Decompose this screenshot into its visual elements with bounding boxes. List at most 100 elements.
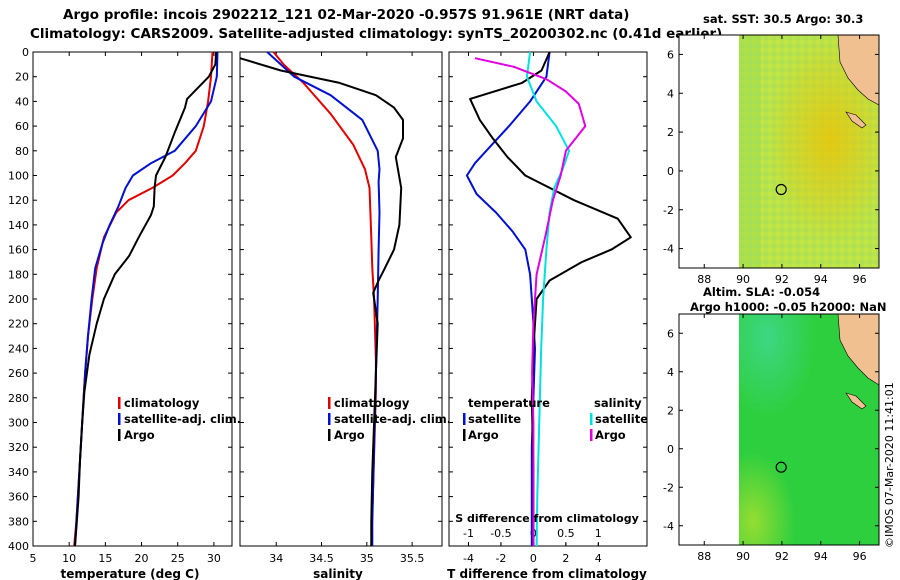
legend-label: Argo bbox=[334, 428, 365, 442]
x-tick-label: 35.5 bbox=[400, 552, 425, 565]
legend-swatch bbox=[328, 413, 331, 425]
depth-tick-label: 240 bbox=[8, 342, 29, 355]
map-x-tick-label: 96 bbox=[853, 273, 867, 286]
map-y-tick-label: 0 bbox=[667, 443, 674, 456]
x-tick-label: 25 bbox=[171, 552, 185, 565]
map-y-tick-label: -2 bbox=[663, 204, 674, 217]
temperature-x-axis-label: temperature (deg C) bbox=[61, 567, 200, 580]
map-y-tick-label: 4 bbox=[667, 366, 674, 379]
legend-label: Argo bbox=[468, 428, 499, 442]
x-tick-label: 0 bbox=[530, 552, 537, 565]
difference-series bbox=[465, 51, 632, 547]
legend-swatch bbox=[118, 397, 121, 409]
difference-panel: -4 -2 0 2 4-1 -0.5 0 0.5 1 temperature salinitysa… bbox=[447, 51, 648, 580]
map-y-tick-label: 4 bbox=[667, 87, 674, 100]
map-y-tick-label: -4 bbox=[663, 243, 674, 256]
map-x-tick-label: 88 bbox=[697, 550, 711, 563]
depth-tick-label: 40 bbox=[15, 95, 29, 108]
map-x-tick-label: 92 bbox=[775, 550, 789, 563]
legend-swatch bbox=[463, 413, 466, 425]
legend-swatch bbox=[590, 429, 593, 441]
depth-tick-label: 180 bbox=[8, 268, 29, 281]
figure-title-line-1: Argo profile: incois 2902212_121 02-Mar-… bbox=[63, 7, 630, 23]
difference-plot-frame bbox=[448, 51, 648, 547]
legend-label: satellite-adj. clim. bbox=[334, 412, 451, 426]
depth-tick-label: 400 bbox=[8, 540, 29, 553]
map-y-tick-label: 6 bbox=[667, 48, 674, 61]
legend-swatch bbox=[328, 429, 331, 441]
sst-west-band bbox=[739, 35, 761, 268]
depth-tick-label: 20 bbox=[15, 71, 29, 84]
sla-map-title-line-2: Argo h1000: -0.05 h2000: NaN bbox=[690, 300, 887, 314]
sst-map-title: sat. SST: 30.5 Argo: 30.3 bbox=[703, 12, 864, 26]
depth-tick-label: 80 bbox=[15, 145, 29, 158]
legend-label: Argo bbox=[595, 428, 626, 442]
x-tick-label: -4 bbox=[463, 552, 474, 565]
map-x-tick-label: 90 bbox=[736, 550, 750, 563]
sla-map: 88 90 92 94 96 6 4 2 0 -2 -4 bbox=[663, 313, 880, 563]
x-tick-label: 10 bbox=[62, 552, 76, 565]
map-y-tick-label: 2 bbox=[667, 126, 674, 139]
sla-map-axes: 88 90 92 94 96 6 4 2 0 -2 -4 bbox=[663, 314, 879, 563]
series-line-argo bbox=[74, 51, 218, 547]
legend-label: satellite bbox=[468, 412, 521, 426]
temperature-series bbox=[73, 51, 219, 547]
map-x-tick-label: 92 bbox=[775, 273, 789, 286]
x-tick-label: 15 bbox=[98, 552, 112, 565]
sla-argo-location-marker bbox=[775, 461, 787, 473]
legend-swatch bbox=[328, 397, 331, 409]
depth-tick-label: 60 bbox=[15, 120, 29, 133]
salinity-plot-frame bbox=[239, 51, 443, 547]
depth-tick-label: 300 bbox=[8, 417, 29, 430]
depth-tick-label: 360 bbox=[8, 491, 29, 504]
temperature-legend: climatology satellite-adj. clim. Argo bbox=[118, 396, 241, 442]
legend-swatch bbox=[118, 429, 121, 441]
legend-label: climatology bbox=[334, 396, 410, 410]
temperature-panel: 0 20 40 60 80 100 120 140 160 180 200 220 240 260 280 3… bbox=[8, 46, 241, 580]
sst-map-axes: 88 90 92 94 96 6 4 2 0 -2 -4 bbox=[663, 35, 879, 286]
map-y-tick-label: 6 bbox=[667, 327, 674, 340]
map-x-tick-label: 94 bbox=[814, 273, 828, 286]
depth-tick-label: 280 bbox=[8, 392, 29, 405]
depth-tick-label: 220 bbox=[8, 318, 29, 331]
depth-tick-label: 100 bbox=[8, 170, 29, 183]
map-y-tick-label: -2 bbox=[663, 481, 674, 494]
x-tick-label: 30 bbox=[207, 552, 221, 565]
figure-title-line-2: Climatology: CARS2009. Satellite-adjuste… bbox=[30, 26, 723, 42]
map-x-tick-label: 90 bbox=[736, 273, 750, 286]
depth-tick-label: 140 bbox=[8, 219, 29, 232]
s-tick-label: 1 bbox=[595, 527, 602, 540]
depth-tick-label: 120 bbox=[8, 194, 29, 207]
legend-label: satellite-adj. clim. bbox=[124, 412, 241, 426]
legend-label: satellite bbox=[595, 412, 648, 426]
salinity-legend: climatology satellite-adj. clim. Argo bbox=[328, 396, 451, 442]
legend-swatch bbox=[463, 429, 466, 441]
depth-tick-label: 160 bbox=[8, 244, 29, 257]
depth-tick-label: 0 bbox=[22, 46, 29, 59]
legend-swatch bbox=[590, 413, 593, 425]
map-y-tick-label: 0 bbox=[667, 165, 674, 178]
salinity-panel: 34 34.5 35 35.5 climatology satellite-adj. c… bbox=[239, 51, 451, 580]
legend-header-temperature: temperature bbox=[468, 396, 550, 410]
t-difference-x-axis-label: T difference from climatology bbox=[447, 567, 647, 580]
sla-land-island bbox=[845, 392, 867, 410]
s-tick-label: -1 bbox=[463, 527, 474, 540]
salinity-x-axis-label: salinity bbox=[313, 567, 363, 580]
map-x-tick-label: 94 bbox=[814, 550, 828, 563]
s-difference-axis-label: S difference from climatology bbox=[455, 512, 639, 525]
legend-label: climatology bbox=[124, 396, 200, 410]
temperature-axis-ticks: 0 20 40 60 80 100 120 140 160 180 200 220 240 260 280 3… bbox=[8, 46, 232, 565]
x-tick-label: 20 bbox=[135, 552, 149, 565]
salinity-series bbox=[239, 51, 404, 547]
series-line-salinity-argo bbox=[474, 57, 587, 546]
depth-tick-label: 260 bbox=[8, 367, 29, 380]
x-tick-label: 4 bbox=[595, 552, 602, 565]
sst-map: 88 90 92 94 96 6 4 2 0 -2 -4 bbox=[663, 34, 880, 286]
series-line-satellite-adj-clim- bbox=[266, 51, 381, 546]
sst-argo-location-marker bbox=[775, 183, 787, 196]
series-line-argo bbox=[239, 57, 404, 546]
sst-map-frame bbox=[678, 34, 880, 269]
sst-land-island bbox=[845, 111, 867, 129]
depth-tick-label: 320 bbox=[8, 441, 29, 454]
